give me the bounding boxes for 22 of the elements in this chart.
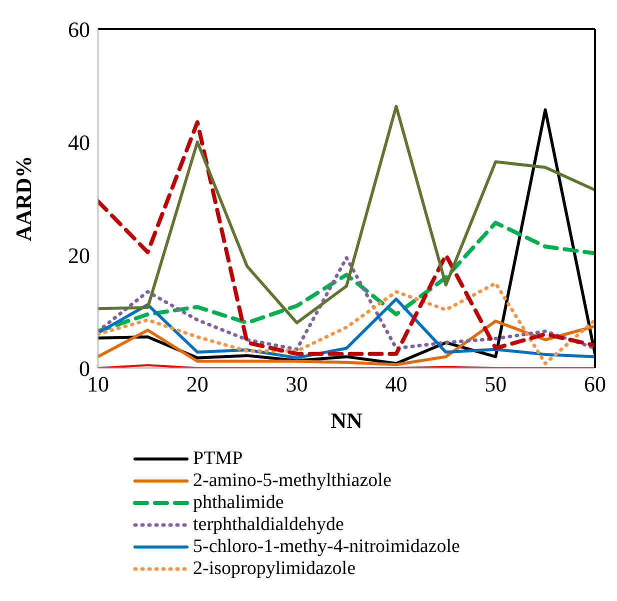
x-tick-label: 60: [584, 372, 606, 397]
x-axis-title: NN: [330, 408, 362, 433]
x-tick-label: 30: [286, 372, 308, 397]
y-tick-label: 40: [68, 130, 90, 155]
line-series: [98, 256, 595, 352]
legend-label: 2-amino-5-methylthiazole: [193, 470, 392, 492]
legend-label: terphthaldialdehyde: [193, 514, 344, 536]
legend-label: 2-isopropylimidazole: [193, 558, 356, 580]
y-tick-label: 20: [68, 242, 90, 268]
legend-label: phthalimide: [193, 492, 284, 514]
x-tick-label: 50: [484, 372, 507, 397]
y-tick-label: 0: [79, 356, 90, 381]
legend-label: PTMP: [193, 448, 243, 470]
x-tick-label: 40: [385, 372, 408, 397]
y-tick-label: 60: [68, 16, 90, 42]
line-series: [98, 298, 595, 360]
x-tick-label: 20: [186, 372, 208, 397]
y-axis-title: AARD%: [10, 156, 36, 242]
line-series: [98, 282, 595, 366]
line-series: [98, 104, 595, 324]
legend-label: 5-chloro-1-methy-4-nitroimidazole: [193, 536, 460, 558]
line-series: [98, 220, 595, 334]
